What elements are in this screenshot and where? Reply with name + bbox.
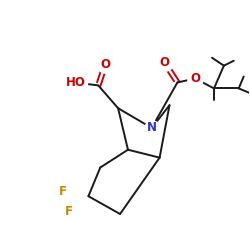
Text: O: O [100,58,110,71]
Text: HO: HO [66,76,86,89]
Text: N: N [147,122,157,134]
Text: F: F [59,185,67,198]
Text: O: O [190,72,200,85]
Text: F: F [65,204,73,218]
Text: O: O [160,56,170,69]
